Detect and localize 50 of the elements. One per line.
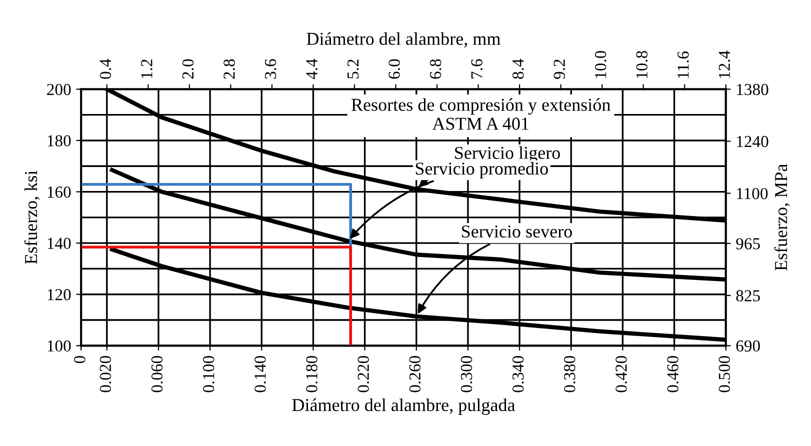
x-tick-label: 0.060 bbox=[151, 356, 163, 392]
x2-tick-label: 10.0 bbox=[594, 50, 606, 78]
x2-axis-title: Diámetro del alambre, mm bbox=[306, 32, 500, 48]
x-tick-label: 0.380 bbox=[564, 356, 576, 392]
x-tick-label: 0.500 bbox=[718, 356, 730, 392]
y2-tick-label: 1240 bbox=[737, 136, 768, 148]
text: Servicio promedio bbox=[416, 162, 548, 178]
y-tick-label: 200 bbox=[47, 84, 71, 96]
y-tick-label: 160 bbox=[48, 186, 71, 198]
x2-tick-label: 0.4 bbox=[100, 58, 112, 79]
x2-tick-label: 3.6 bbox=[264, 59, 276, 79]
x2-tick-label: 1.2 bbox=[141, 60, 152, 78]
x2-tick-label: 2.0 bbox=[182, 59, 194, 79]
x2-tick-label: 10.8 bbox=[636, 50, 648, 78]
x2-tick-label: 6.0 bbox=[388, 59, 400, 79]
x-tick-label: 0.420 bbox=[616, 356, 627, 392]
y2-axis-title: Esfuerzo, MPa bbox=[774, 164, 790, 271]
x2-tick-label: 6.8 bbox=[430, 59, 442, 79]
x-tick-label: 0.340 bbox=[512, 356, 524, 392]
y2-tick-label: 965 bbox=[736, 238, 760, 250]
y2-tick-label: 825 bbox=[736, 290, 760, 302]
x2-tick-label: 12.4 bbox=[718, 50, 730, 78]
y-axis-title: Esfuerzo, ksi bbox=[24, 170, 40, 264]
x-axis-title: Diámetro del alambre, pulgada bbox=[292, 398, 516, 415]
x-tick-label: 0.220 bbox=[358, 356, 370, 392]
y2-tick-label: 1100 bbox=[737, 188, 768, 200]
x2-tick-label: 4.4 bbox=[306, 58, 318, 80]
x-tick-label: 0.260 bbox=[409, 356, 421, 392]
y-tick-label: 100 bbox=[48, 340, 71, 352]
y2-tick-label: 1380 bbox=[737, 84, 768, 96]
y-tick-label: 180 bbox=[48, 135, 71, 146]
x2-tick-label: 2.8 bbox=[224, 59, 235, 79]
x2-tick-label: 9.2 bbox=[554, 60, 566, 79]
y-tick-label: 140 bbox=[48, 238, 71, 250]
x-tick-label: 0 bbox=[74, 356, 86, 364]
x-tick-label: 0.460 bbox=[667, 356, 679, 392]
x2-tick-label: 8.4 bbox=[512, 58, 524, 79]
text: Resortes de compresión y extensión ASTM A 401 bbox=[351, 98, 610, 130]
x2-tick-label: 5.2 bbox=[347, 60, 359, 79]
x2-tick-label: 11.6 bbox=[678, 51, 689, 78]
x-tick-label: 0.180 bbox=[306, 356, 318, 392]
text: Servicio severo bbox=[462, 225, 572, 238]
x-tick-label: 0.020 bbox=[100, 356, 112, 392]
x-tick-label: 0.100 bbox=[202, 356, 214, 392]
x-tick-label: 0.140 bbox=[254, 356, 266, 392]
x2-tick-label: 7.6 bbox=[471, 59, 483, 78]
series-label: Servicio ligero bbox=[455, 146, 560, 163]
y2-tick-label: 690 bbox=[736, 340, 760, 352]
y-tick-label: 120 bbox=[48, 289, 71, 300]
x-tick-label: 0.300 bbox=[460, 356, 472, 392]
